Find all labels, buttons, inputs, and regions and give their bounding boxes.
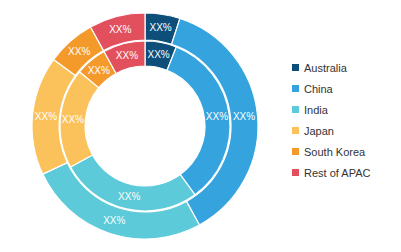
chart: XX% XX% XX% XX% XX% XX% XX% XX% XX% XX% XX% XX% Aust…	[0, 0, 401, 252]
data-label: XX%	[147, 49, 169, 60]
legend-label: Japan	[304, 125, 334, 137]
legend-item: Australia	[292, 62, 348, 74]
legend-label: Australia	[304, 62, 348, 74]
data-label: XX%	[233, 111, 255, 122]
slice	[71, 155, 195, 211]
data-label: XX%	[103, 215, 125, 226]
legend-swatch	[292, 85, 299, 92]
data-label: XX%	[206, 111, 228, 122]
ring: XX% XX% XX% XX% XX% XX%	[32, 13, 258, 239]
legend-item: Rest of APAC	[292, 167, 370, 179]
data-label: XX%	[118, 191, 140, 202]
slice	[104, 41, 145, 73]
data-label: XX%	[35, 111, 57, 122]
slice	[60, 72, 99, 167]
legend-swatch	[292, 148, 299, 155]
legend-item: Japan	[292, 125, 334, 137]
donut: XX% XX% XX% XX% XX% XX% XX% XX% XX% XX% XX% XX%	[32, 13, 258, 239]
legend-swatch	[292, 64, 299, 71]
legend-item: China	[292, 83, 334, 95]
data-label: XX%	[68, 46, 90, 57]
legend: Australia China India Japan South Korea Rest …	[292, 62, 370, 179]
data-label: XX%	[109, 24, 131, 35]
legend-label: India	[304, 104, 329, 116]
data-label: XX%	[116, 50, 138, 61]
legend-label: China	[304, 83, 334, 95]
data-label: XX%	[62, 114, 84, 125]
data-label: XX%	[88, 65, 110, 76]
ring: XX% XX% XX% XX% XX% XX%	[60, 41, 230, 211]
legend-label: South Korea	[304, 146, 366, 158]
legend-swatch	[292, 169, 299, 176]
legend-label: Rest of APAC	[304, 167, 370, 179]
legend-item: South Korea	[292, 146, 366, 158]
slice	[167, 47, 230, 195]
data-label: XX%	[149, 22, 171, 33]
legend-item: India	[292, 104, 329, 116]
legend-swatch	[292, 127, 299, 134]
legend-swatch	[292, 106, 299, 113]
